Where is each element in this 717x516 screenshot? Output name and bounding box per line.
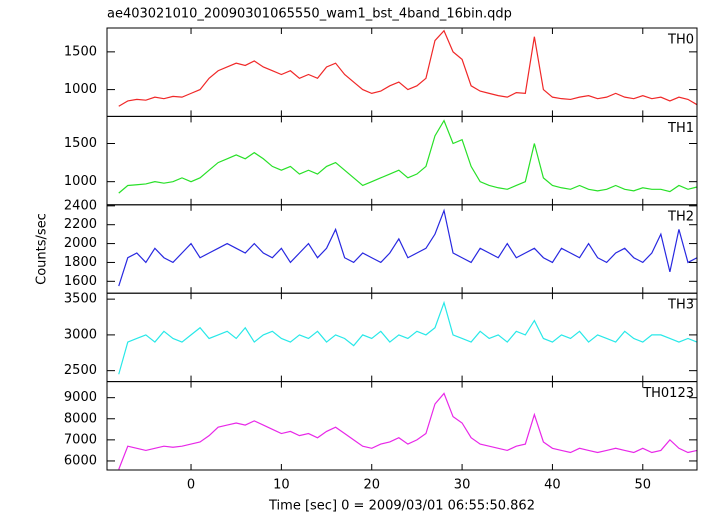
chart-title: ae403021010_20090301065550_wam1_bst_4ban… [107,7,512,22]
y-tick-label: 2500 [64,363,97,378]
panel-frame [106,204,698,294]
x-tick-label: 10 [273,478,290,493]
panel-frame [106,381,698,471]
series-line [118,119,698,194]
y-tick-label: 1000 [64,82,97,97]
y-tick-label: 2200 [64,217,97,232]
x-tick-label: 30 [454,478,471,493]
x-tick-label: 20 [363,478,380,493]
y-axis-label: Counts/sec [35,213,50,285]
y-tick-label: 7000 [64,432,97,447]
y-tick-label: 2000 [64,236,97,251]
y-tick-label: 8000 [64,411,97,426]
y-tick-label: 1500 [64,44,97,59]
y-tick-label: 1000 [64,174,97,189]
series-line [118,300,698,375]
y-tick-label: 2400 [64,198,97,213]
x-tick-label: 50 [635,478,652,493]
series-line [118,392,698,470]
panel-label: TH3 [667,298,694,313]
y-tick-label: 1800 [64,255,97,270]
panel-label: TH0123 [642,386,694,401]
series-line [118,29,698,107]
x-tick-label: 40 [544,478,561,493]
x-axis-label: Time [sec] 0 = 2009/03/01 06:55:50.862 [268,499,535,514]
panel-label: TH2 [667,209,694,224]
panel-label: TH0 [667,33,694,48]
y-tick-label: 3000 [64,327,97,342]
panel-frame [106,292,698,383]
panel-frame [106,27,698,117]
y-tick-label: 3500 [64,292,97,307]
y-tick-label: 6000 [64,453,97,468]
x-tick-label: 0 [187,478,195,493]
y-tick-label: 1500 [64,136,97,151]
panel-frame [106,115,698,206]
y-tick-label: 1600 [64,274,97,289]
panel-label: TH1 [667,121,694,136]
series-line [118,208,698,287]
y-tick-label: 9000 [64,390,97,405]
